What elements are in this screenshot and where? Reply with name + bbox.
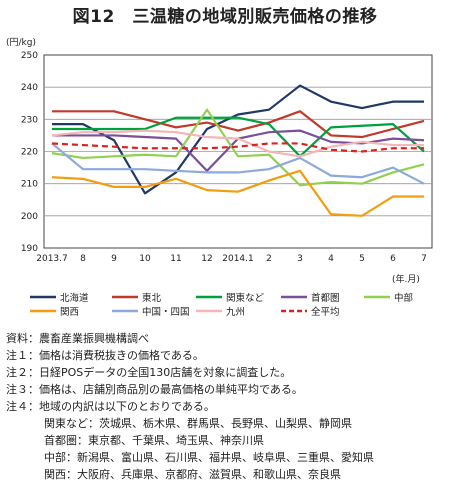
note-4: 注４：地域の内訳は以下のとおりである。: [6, 400, 215, 413]
x-tick-label: 12: [201, 254, 212, 264]
y-tick-label: 200: [21, 212, 38, 222]
series-line: [51, 129, 424, 158]
series-line: [51, 169, 424, 217]
legend-label: 中国・四国: [142, 306, 190, 318]
y-tick-label: 210: [21, 180, 38, 190]
y-tick-label: 190: [21, 244, 38, 254]
x-tick-label: 9: [111, 254, 117, 264]
x-tick-label: 11: [170, 254, 181, 264]
series-line: [51, 108, 425, 187]
note-kanto: 関東など：茨城県、栃木県、群馬県、長野県、山梨県、静岡県: [44, 417, 352, 430]
y-tick-label: 220: [21, 148, 38, 158]
y-tick-label: 250: [21, 51, 38, 61]
x-tick-label: 2: [266, 254, 272, 264]
legend-label: 九州: [226, 306, 245, 318]
legend-label: 関西: [60, 307, 79, 318]
x-tick-label: 8: [80, 254, 86, 264]
x-tick-label: 2013.7: [36, 254, 68, 264]
chart-title: 図12 三温糖の地域別販売価格の推移: [72, 7, 378, 27]
x-tick-label: 10: [139, 254, 151, 264]
x-tick-label: 3: [297, 254, 303, 264]
notes-block: 資料：農畜産業振興機構調べ 注１：価格は消費税抜きの価格である。 注２：日経PO…: [6, 330, 374, 483]
x-unit-label: (年.月): [392, 275, 420, 285]
x-tick-label: 5: [359, 254, 365, 264]
y-tick-label: 230: [21, 115, 38, 125]
source-note: 資料：農畜産業振興機構調べ: [6, 332, 149, 345]
legend-label: 東北: [142, 292, 162, 304]
legend-label: 関東など: [226, 292, 265, 304]
note-chubu: 中部：新潟県、富山県、石川県、福井県、岐阜県、三重県、愛知県: [44, 451, 374, 464]
series-line: [51, 142, 424, 153]
y-unit-label: (円/kg): [6, 38, 36, 48]
series-line: [52, 84, 424, 195]
series-line: [51, 142, 425, 185]
legend-label: 全平均: [311, 306, 340, 318]
note-3: 注３：価格は、店舗別商品別の最高価格の単純平均である。: [6, 383, 303, 396]
x-tick-label: 2014.1: [222, 254, 254, 264]
note-2: 注２：日経POSデータの全国130店舗を対象に調査した。: [6, 366, 292, 379]
x-tick-label: 4: [328, 254, 334, 264]
series-line: [52, 116, 425, 158]
note-1: 注１：価格は消費税抜きの価格である。: [6, 349, 204, 362]
y-tick-label: 240: [21, 83, 38, 93]
line-chart: 190 200 210 220 230 240 250 2013.7 8 9 10 11 12 2014.…: [21, 51, 433, 318]
note-kansai: 関西：大阪府、兵庫県、京都府、滋賀県、和歌山県、奈良県: [44, 468, 341, 481]
series-line: [52, 110, 425, 139]
x-tick-label: 6: [390, 254, 396, 264]
note-shutoken: 首都圏：東京都、千葉県、埼玉県、神奈川県: [44, 434, 264, 447]
legend-label: 中部: [394, 292, 413, 304]
x-tick-label: 7: [421, 254, 427, 264]
legend-label: 首都圏: [311, 292, 340, 304]
legend-label: 北海道: [60, 292, 89, 304]
